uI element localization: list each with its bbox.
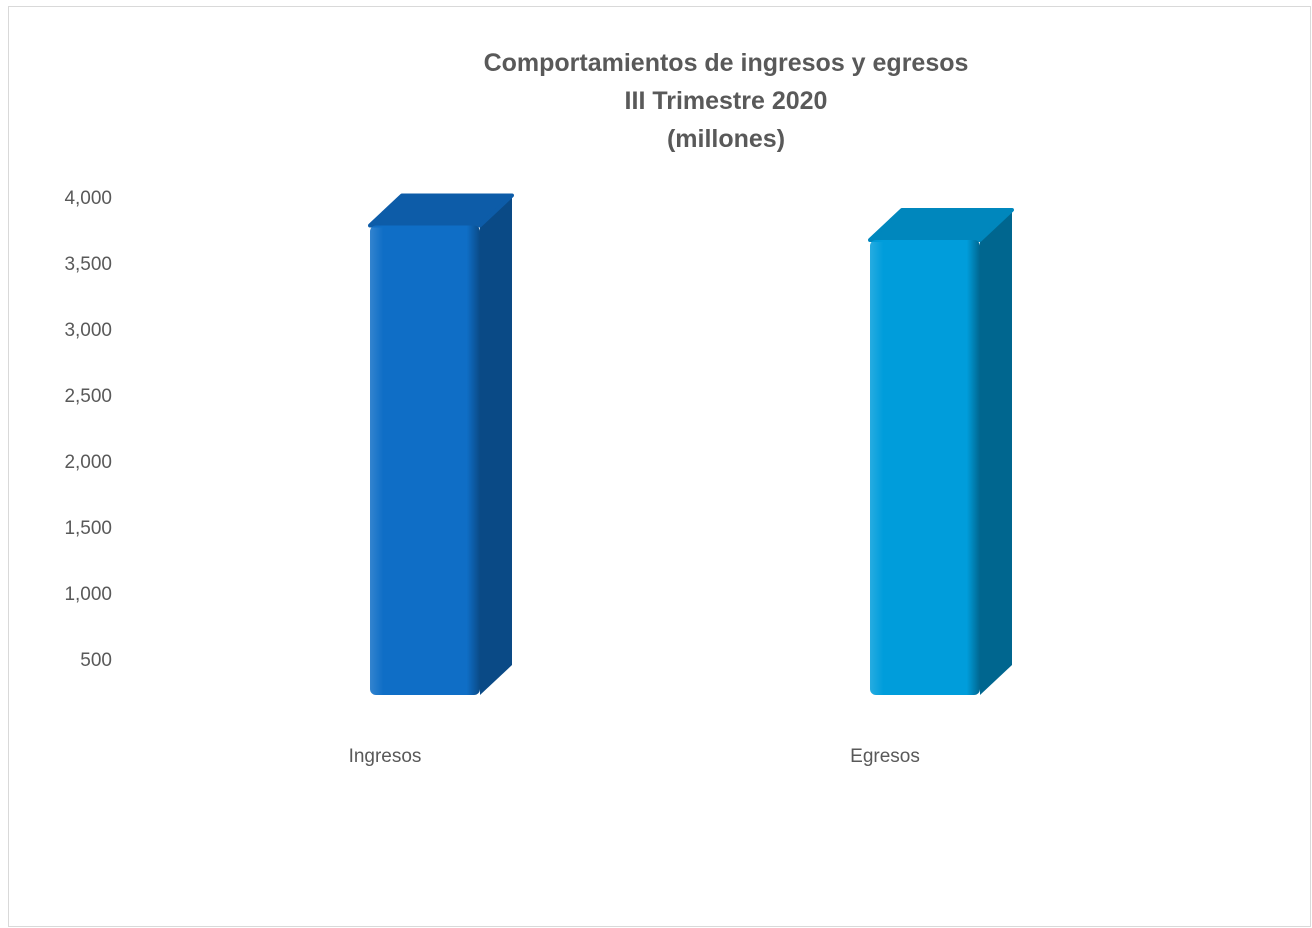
bar-front-face xyxy=(370,225,480,695)
chart-title-line-1: Comportamientos de ingresos y egresos xyxy=(483,49,969,77)
y-tick-label: 3,000 xyxy=(64,320,112,341)
chart-title: Comportamientos de ingresos y egresos II… xyxy=(0,44,1312,158)
bar-side-face xyxy=(980,209,1012,695)
y-tick-label: 1,000 xyxy=(64,584,112,605)
x-category-label: Ingresos xyxy=(349,746,422,767)
y-axis: 500 1,000 1,500 2,000 2,500 3,000 3,500 4,000 xyxy=(64,188,112,671)
bar-ingresos xyxy=(368,193,514,695)
y-tick-label: 2,000 xyxy=(64,452,112,473)
bars xyxy=(368,193,1014,695)
y-tick-label: 3,500 xyxy=(64,254,112,275)
y-tick-label: 2,500 xyxy=(64,386,112,407)
y-tick-label: 1,500 xyxy=(64,518,112,539)
chart-title-line-3: (millones) xyxy=(666,125,786,153)
chart-title-line-2: III Trimestre 2020 xyxy=(624,87,828,115)
bar-egresos xyxy=(868,207,1014,695)
y-tick-label: 4,000 xyxy=(64,188,112,209)
chart-area xyxy=(8,6,1311,927)
bar-front-face xyxy=(870,239,980,695)
x-axis: Ingresos Egresos xyxy=(349,746,920,767)
y-tick-label: 500 xyxy=(80,650,112,671)
x-category-label: Egresos xyxy=(850,746,920,767)
bar-side-face xyxy=(480,195,512,695)
